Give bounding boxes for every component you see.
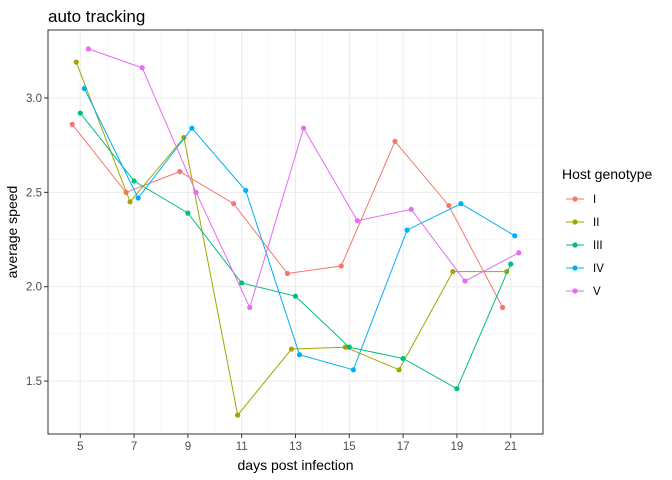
data-point bbox=[458, 201, 464, 207]
legend-label: V bbox=[593, 286, 601, 298]
legend-key-point bbox=[572, 196, 578, 202]
data-point bbox=[408, 206, 414, 212]
data-point bbox=[292, 293, 299, 299]
data-point bbox=[284, 270, 291, 277]
series-I bbox=[69, 121, 506, 311]
data-point bbox=[85, 46, 91, 52]
data-point bbox=[288, 346, 295, 352]
legend-key-point bbox=[572, 219, 578, 225]
data-point bbox=[231, 201, 237, 207]
x-tick-label: 9 bbox=[185, 441, 191, 453]
data-point bbox=[243, 187, 249, 194]
legend-label: I bbox=[593, 194, 596, 206]
x-tick-label: 17 bbox=[397, 441, 410, 453]
data-point bbox=[512, 233, 518, 239]
legend-label: III bbox=[593, 240, 603, 252]
data-point bbox=[342, 344, 348, 350]
series-line bbox=[83, 88, 516, 371]
data-point bbox=[462, 278, 468, 284]
x-tick-label: 21 bbox=[504, 441, 517, 453]
series-II bbox=[73, 59, 510, 418]
series-III bbox=[77, 110, 514, 392]
data-point bbox=[185, 210, 191, 216]
legend-key-point bbox=[572, 288, 578, 294]
x-tick-label: 11 bbox=[236, 441, 248, 453]
x-tick-label: 5 bbox=[77, 441, 83, 453]
x-tick-label: 15 bbox=[343, 441, 356, 453]
data-point bbox=[239, 280, 245, 286]
chart-title: auto tracking bbox=[48, 7, 145, 26]
legend-label: II bbox=[593, 217, 599, 229]
data-point bbox=[300, 125, 307, 131]
data-point bbox=[454, 386, 460, 392]
legend-title: Host genotype bbox=[562, 166, 652, 182]
data-point bbox=[189, 125, 195, 131]
data-point bbox=[400, 355, 406, 362]
data-point bbox=[139, 65, 145, 71]
legend-key-point bbox=[572, 265, 578, 271]
data-point bbox=[235, 412, 241, 418]
legend-item-IV: IV bbox=[566, 263, 604, 275]
y-axis: 1.5 2.0 2.5 3.0 bbox=[26, 93, 48, 388]
data-point bbox=[450, 269, 456, 275]
data-point bbox=[69, 121, 75, 127]
legend-key-point bbox=[572, 242, 578, 248]
data-point bbox=[77, 110, 83, 116]
x-axis: 5 7 9 11 13 15 17 19 21 bbox=[77, 434, 517, 453]
legend-item-V: V bbox=[566, 286, 601, 298]
data-point bbox=[81, 85, 87, 92]
data-point bbox=[177, 168, 183, 175]
data-point bbox=[193, 189, 199, 195]
data-point bbox=[350, 367, 356, 373]
series-V bbox=[85, 46, 522, 311]
data-point bbox=[131, 178, 137, 184]
series-line bbox=[75, 61, 507, 417]
data-point bbox=[508, 261, 514, 267]
y-tick-label: 3.0 bbox=[26, 93, 42, 105]
data-point bbox=[73, 59, 79, 65]
x-tick-label: 19 bbox=[451, 441, 464, 453]
data-point bbox=[396, 367, 402, 373]
data-point bbox=[516, 250, 522, 256]
legend-label: IV bbox=[593, 263, 604, 275]
data-point bbox=[338, 263, 344, 269]
series-IV bbox=[81, 85, 518, 373]
x-tick-label: 7 bbox=[131, 441, 137, 453]
y-tick-label: 2.5 bbox=[26, 187, 42, 199]
y-tick-label: 1.5 bbox=[26, 376, 42, 388]
legend-item-I: I bbox=[566, 194, 596, 206]
series-line bbox=[71, 124, 504, 308]
legend-item-II: II bbox=[566, 217, 599, 229]
y-tick-label: 2.0 bbox=[26, 282, 42, 294]
series-group bbox=[69, 46, 522, 418]
data-point bbox=[346, 344, 352, 350]
data-point bbox=[247, 304, 253, 311]
grid bbox=[48, 30, 543, 434]
y-axis-title: average speed bbox=[4, 186, 20, 279]
data-point bbox=[296, 352, 303, 358]
legend-item-III: III bbox=[566, 240, 603, 252]
data-point bbox=[127, 199, 133, 205]
data-point bbox=[392, 138, 398, 144]
data-point bbox=[500, 304, 506, 311]
data-point bbox=[135, 195, 141, 201]
data-point bbox=[404, 227, 410, 233]
x-tick-label: 13 bbox=[289, 441, 302, 453]
data-point bbox=[354, 218, 360, 224]
x-axis-title: days post infection bbox=[238, 457, 354, 473]
data-point bbox=[446, 202, 452, 209]
